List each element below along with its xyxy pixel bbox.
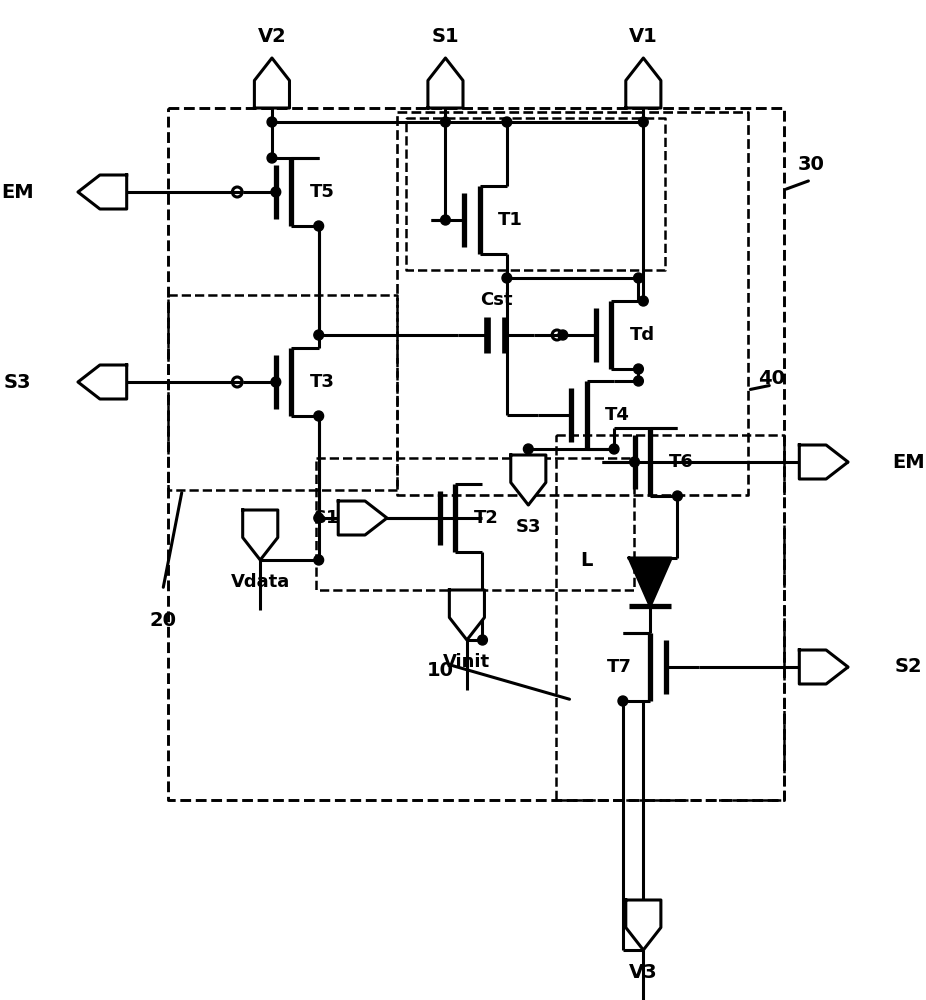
Text: T4: T4 [606, 406, 631, 424]
Text: S3: S3 [516, 518, 541, 536]
Circle shape [609, 444, 619, 454]
Circle shape [633, 376, 644, 386]
Polygon shape [338, 501, 387, 535]
Circle shape [271, 187, 281, 197]
Circle shape [558, 330, 568, 340]
Text: S1: S1 [432, 26, 459, 45]
Text: EM: EM [1, 182, 34, 202]
Circle shape [314, 555, 323, 565]
Text: S3: S3 [4, 372, 31, 391]
Circle shape [672, 491, 682, 501]
Text: Vinit: Vinit [444, 653, 491, 671]
Polygon shape [799, 445, 848, 479]
Text: 20: 20 [149, 610, 176, 630]
Circle shape [618, 696, 628, 706]
Text: EM: EM [892, 452, 925, 472]
Text: V1: V1 [629, 26, 657, 45]
Polygon shape [626, 58, 661, 108]
Text: T3: T3 [310, 373, 335, 391]
Polygon shape [511, 455, 545, 505]
Circle shape [523, 444, 533, 454]
Circle shape [267, 153, 277, 163]
Text: 10: 10 [427, 660, 454, 680]
Circle shape [633, 364, 644, 374]
Text: T6: T6 [669, 453, 694, 471]
Circle shape [271, 377, 281, 387]
Text: S2: S2 [895, 658, 922, 676]
Circle shape [441, 117, 450, 127]
Text: T5: T5 [310, 183, 335, 201]
Circle shape [478, 635, 487, 645]
Circle shape [314, 513, 323, 523]
Circle shape [314, 411, 323, 421]
Circle shape [502, 117, 512, 127]
Circle shape [267, 117, 277, 127]
Text: S1: S1 [314, 509, 339, 527]
Circle shape [314, 221, 323, 231]
Text: Cst: Cst [480, 291, 512, 309]
Polygon shape [629, 558, 671, 606]
Text: 30: 30 [797, 155, 824, 174]
Polygon shape [799, 650, 848, 684]
Text: T1: T1 [498, 211, 523, 229]
Polygon shape [255, 58, 290, 108]
Circle shape [638, 117, 648, 127]
Text: T2: T2 [474, 509, 498, 527]
Circle shape [502, 273, 512, 283]
Polygon shape [243, 510, 278, 560]
Text: Vdata: Vdata [231, 573, 290, 591]
Text: V3: V3 [629, 962, 657, 982]
Polygon shape [428, 58, 463, 108]
Polygon shape [449, 590, 484, 640]
Circle shape [633, 273, 644, 283]
Circle shape [630, 457, 640, 467]
Polygon shape [626, 900, 661, 950]
Polygon shape [78, 175, 127, 209]
Polygon shape [78, 365, 127, 399]
Text: L: L [581, 550, 593, 570]
Text: Td: Td [630, 326, 655, 344]
Text: 40: 40 [758, 368, 785, 387]
Circle shape [441, 215, 450, 225]
Circle shape [638, 296, 648, 306]
Circle shape [314, 330, 323, 340]
Text: T7: T7 [607, 658, 632, 676]
Text: V2: V2 [257, 26, 286, 45]
